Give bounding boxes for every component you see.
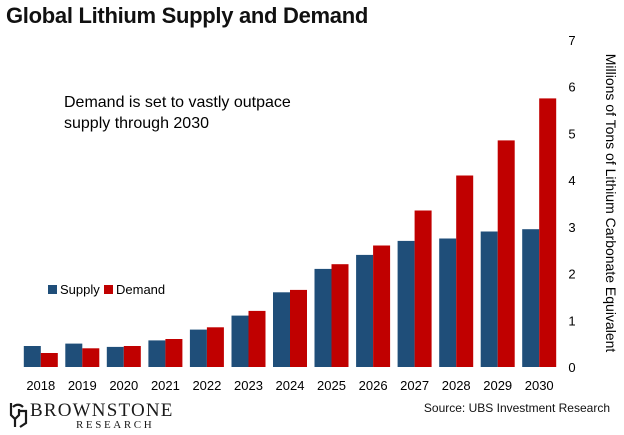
annotation-line: supply through 2030 bbox=[64, 115, 209, 132]
bar-demand-2025 bbox=[331, 264, 349, 367]
bar-demand-2030 bbox=[539, 98, 557, 368]
bar-supply-2018 bbox=[23, 346, 41, 367]
x-tick-label: 2028 bbox=[442, 378, 471, 393]
annotation: Demand is set to vastly outpace supply th… bbox=[64, 94, 291, 132]
legend: Supply Demand bbox=[48, 282, 165, 297]
bar-demand-2022 bbox=[206, 327, 224, 367]
bar-demand-2021 bbox=[165, 339, 183, 367]
bar-supply-2019 bbox=[65, 343, 83, 367]
x-tick-label: 2023 bbox=[234, 378, 263, 393]
annotation-line: Demand is set to vastly outpace bbox=[64, 94, 291, 111]
bar-supply-2027 bbox=[397, 240, 415, 367]
x-tick-label: 2019 bbox=[68, 378, 97, 393]
bar-supply-2021 bbox=[148, 340, 166, 367]
logo-mark-icon bbox=[9, 403, 28, 428]
x-tick-label: 2029 bbox=[483, 378, 512, 393]
x-tick-labels: 2018 2019 2020 2021 2022 2023 2024 2025 2026 2027… bbox=[26, 378, 553, 393]
x-tick-label: 2030 bbox=[525, 378, 554, 393]
chart-area: 2018 2019 2020 2021 2022 2023 2024 2025 2026 2027… bbox=[23, 33, 619, 393]
bar-supply-2028 bbox=[439, 238, 457, 367]
logo-subtitle: RESEARCH bbox=[76, 419, 155, 431]
legend-label-demand: Demand bbox=[116, 282, 165, 297]
y-tick-label: 3 bbox=[568, 220, 575, 235]
legend-swatch-supply bbox=[48, 285, 57, 294]
legend-swatch-demand bbox=[104, 285, 113, 294]
bar-demand-2028 bbox=[456, 175, 474, 367]
bar-demand-2023 bbox=[248, 310, 266, 367]
y-tick-labels: 0 1 2 3 4 5 6 7 bbox=[568, 33, 575, 375]
brownstone-logo: BROWNSTONE RESEARCH bbox=[8, 398, 218, 432]
y-tick-label: 6 bbox=[568, 80, 575, 95]
bar-demand-2024 bbox=[290, 289, 307, 367]
x-tick-label: 2026 bbox=[359, 378, 388, 393]
bar-supply-2029 bbox=[480, 231, 498, 367]
x-tick-label: 2020 bbox=[109, 378, 138, 393]
y-tick-label: 5 bbox=[568, 126, 575, 141]
bar-demand-2018 bbox=[40, 353, 58, 367]
bar-supply-2030 bbox=[522, 229, 540, 367]
x-tick-label: 2018 bbox=[26, 378, 55, 393]
y-axis-label: Millions of Tons of Lithium Carbonate Eq… bbox=[603, 54, 619, 353]
bar-supply-2024 bbox=[273, 292, 290, 367]
bar-demand-2020 bbox=[123, 346, 141, 367]
y-tick-label: 1 bbox=[568, 313, 575, 328]
bars-group bbox=[23, 98, 557, 368]
bar-supply-2026 bbox=[356, 254, 374, 367]
bar-demand-2019 bbox=[82, 348, 100, 367]
bar-supply-2020 bbox=[106, 346, 124, 367]
y-tick-label: 0 bbox=[568, 360, 575, 375]
x-tick-label: 2027 bbox=[400, 378, 429, 393]
bar-demand-2029 bbox=[497, 140, 515, 367]
bar-supply-2023 bbox=[231, 315, 249, 367]
y-tick-label: 2 bbox=[568, 267, 575, 282]
y-tick-label: 4 bbox=[568, 173, 575, 188]
x-tick-label: 2024 bbox=[276, 378, 305, 393]
chart-title: Global Lithium Supply and Demand bbox=[6, 3, 368, 28]
bar-demand-2027 bbox=[414, 210, 432, 367]
bar-demand-2026 bbox=[373, 245, 391, 367]
bar-supply-2025 bbox=[314, 268, 332, 367]
y-tick-label: 7 bbox=[568, 33, 575, 48]
legend-label-supply: Supply bbox=[60, 282, 100, 297]
x-tick-label: 2021 bbox=[151, 378, 180, 393]
source-note: Source: UBS Investment Research bbox=[423, 401, 610, 415]
logo-wordmark: BROWNSTONE bbox=[30, 400, 174, 421]
bar-supply-2022 bbox=[189, 329, 207, 367]
x-tick-label: 2025 bbox=[317, 378, 346, 393]
x-tick-label: 2022 bbox=[192, 378, 221, 393]
